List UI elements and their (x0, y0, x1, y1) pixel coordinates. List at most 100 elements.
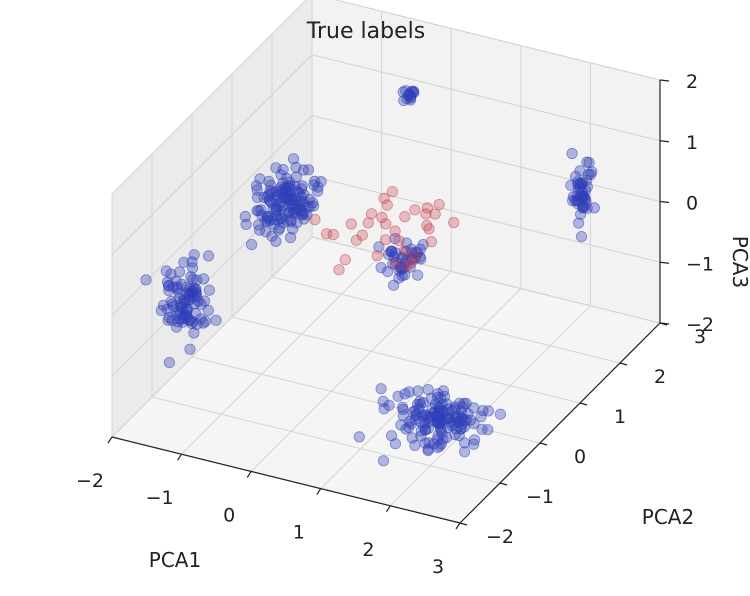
data-point (302, 164, 315, 176)
data-point (251, 191, 263, 203)
y-tick-mark (579, 402, 588, 406)
data-point (482, 424, 494, 436)
x-tick-label: 0 (223, 504, 235, 526)
grid-line (311, 175, 661, 263)
data-point (397, 403, 409, 416)
data-point (246, 239, 258, 251)
data-point (433, 199, 445, 211)
data-point (453, 397, 465, 409)
data-point (581, 202, 593, 214)
data-point (210, 314, 222, 326)
data-point (345, 218, 357, 230)
data-point (250, 180, 263, 192)
series-0 (140, 85, 601, 467)
data-point (433, 440, 446, 452)
series-1 (309, 186, 460, 276)
data-point (432, 415, 444, 428)
x-tick-mark (316, 488, 322, 495)
data-point (389, 225, 401, 237)
grid-line (231, 316, 581, 404)
data-point (271, 210, 283, 222)
grid-line (111, 0, 307, 195)
data-point (581, 156, 593, 168)
data-point (425, 392, 437, 404)
y-tick-mark (539, 442, 548, 446)
data-point (339, 254, 351, 266)
x-tick-mark (385, 505, 391, 513)
data-point (350, 234, 362, 246)
grid-line (320, 288, 522, 489)
x-tick-mark (107, 436, 113, 444)
z-tick-mark (659, 140, 670, 143)
data-point (423, 223, 435, 235)
grid-line (191, 356, 541, 444)
data-point (566, 195, 579, 207)
data-point (191, 318, 203, 330)
z-tick-mark (659, 79, 670, 82)
data-point (309, 175, 321, 187)
data-point (392, 390, 404, 402)
data-point (186, 256, 198, 268)
data-point (198, 273, 210, 285)
data-point (377, 455, 390, 467)
data-point (371, 250, 383, 262)
data-point (389, 438, 401, 450)
data-point (414, 395, 426, 408)
data-point (458, 437, 471, 449)
data-point (202, 304, 214, 316)
data-point (155, 304, 167, 317)
x-tick-label: 2 (362, 539, 374, 561)
chart-title: True labels (306, 19, 425, 44)
data-point (272, 224, 284, 236)
data-point (173, 292, 185, 304)
z-tick-label: −1 (686, 253, 714, 275)
data-point (425, 236, 437, 248)
grid-line (311, 115, 661, 202)
data-point (476, 423, 488, 435)
data-point (190, 287, 202, 299)
z-tick-mark (659, 261, 670, 264)
data-point (262, 210, 275, 222)
x-tick-label: 1 (293, 522, 305, 544)
y-tick-mark (459, 522, 468, 526)
data-point (420, 208, 432, 220)
data-point (176, 278, 188, 290)
x-tick-label: −2 (76, 470, 104, 492)
x-tick-mark (177, 453, 183, 461)
y-tick-label: 3 (694, 326, 706, 348)
data-point (167, 281, 179, 293)
data-point (494, 408, 506, 420)
y-tick-mark (619, 362, 628, 366)
grid-line (250, 271, 452, 472)
data-point (409, 439, 421, 451)
data-point (298, 198, 310, 210)
data-point (409, 250, 421, 263)
y-axis-line (459, 322, 661, 524)
data-point (380, 218, 392, 230)
x-tick-mark (455, 522, 461, 530)
x-axis-line (111, 436, 461, 524)
grid-line (111, 236, 313, 438)
data-point (482, 405, 494, 417)
data-point (181, 304, 193, 316)
data-point (254, 173, 266, 185)
data-point (178, 256, 190, 268)
data-point (362, 217, 374, 229)
data-point (382, 265, 394, 278)
data-point (400, 423, 412, 435)
data-point (385, 245, 397, 258)
data-point (199, 315, 212, 327)
data-point (579, 192, 591, 204)
data-point (353, 431, 365, 443)
data-point (327, 229, 339, 241)
data-point (448, 217, 460, 229)
data-point (177, 316, 189, 328)
x-axis-label: PCA1 (149, 548, 201, 572)
z-axis-label: PCA3 (728, 236, 750, 288)
data-point (575, 179, 587, 191)
data-point (173, 266, 186, 278)
data-point (422, 443, 434, 455)
data-point (140, 274, 152, 286)
data-point (577, 190, 590, 202)
